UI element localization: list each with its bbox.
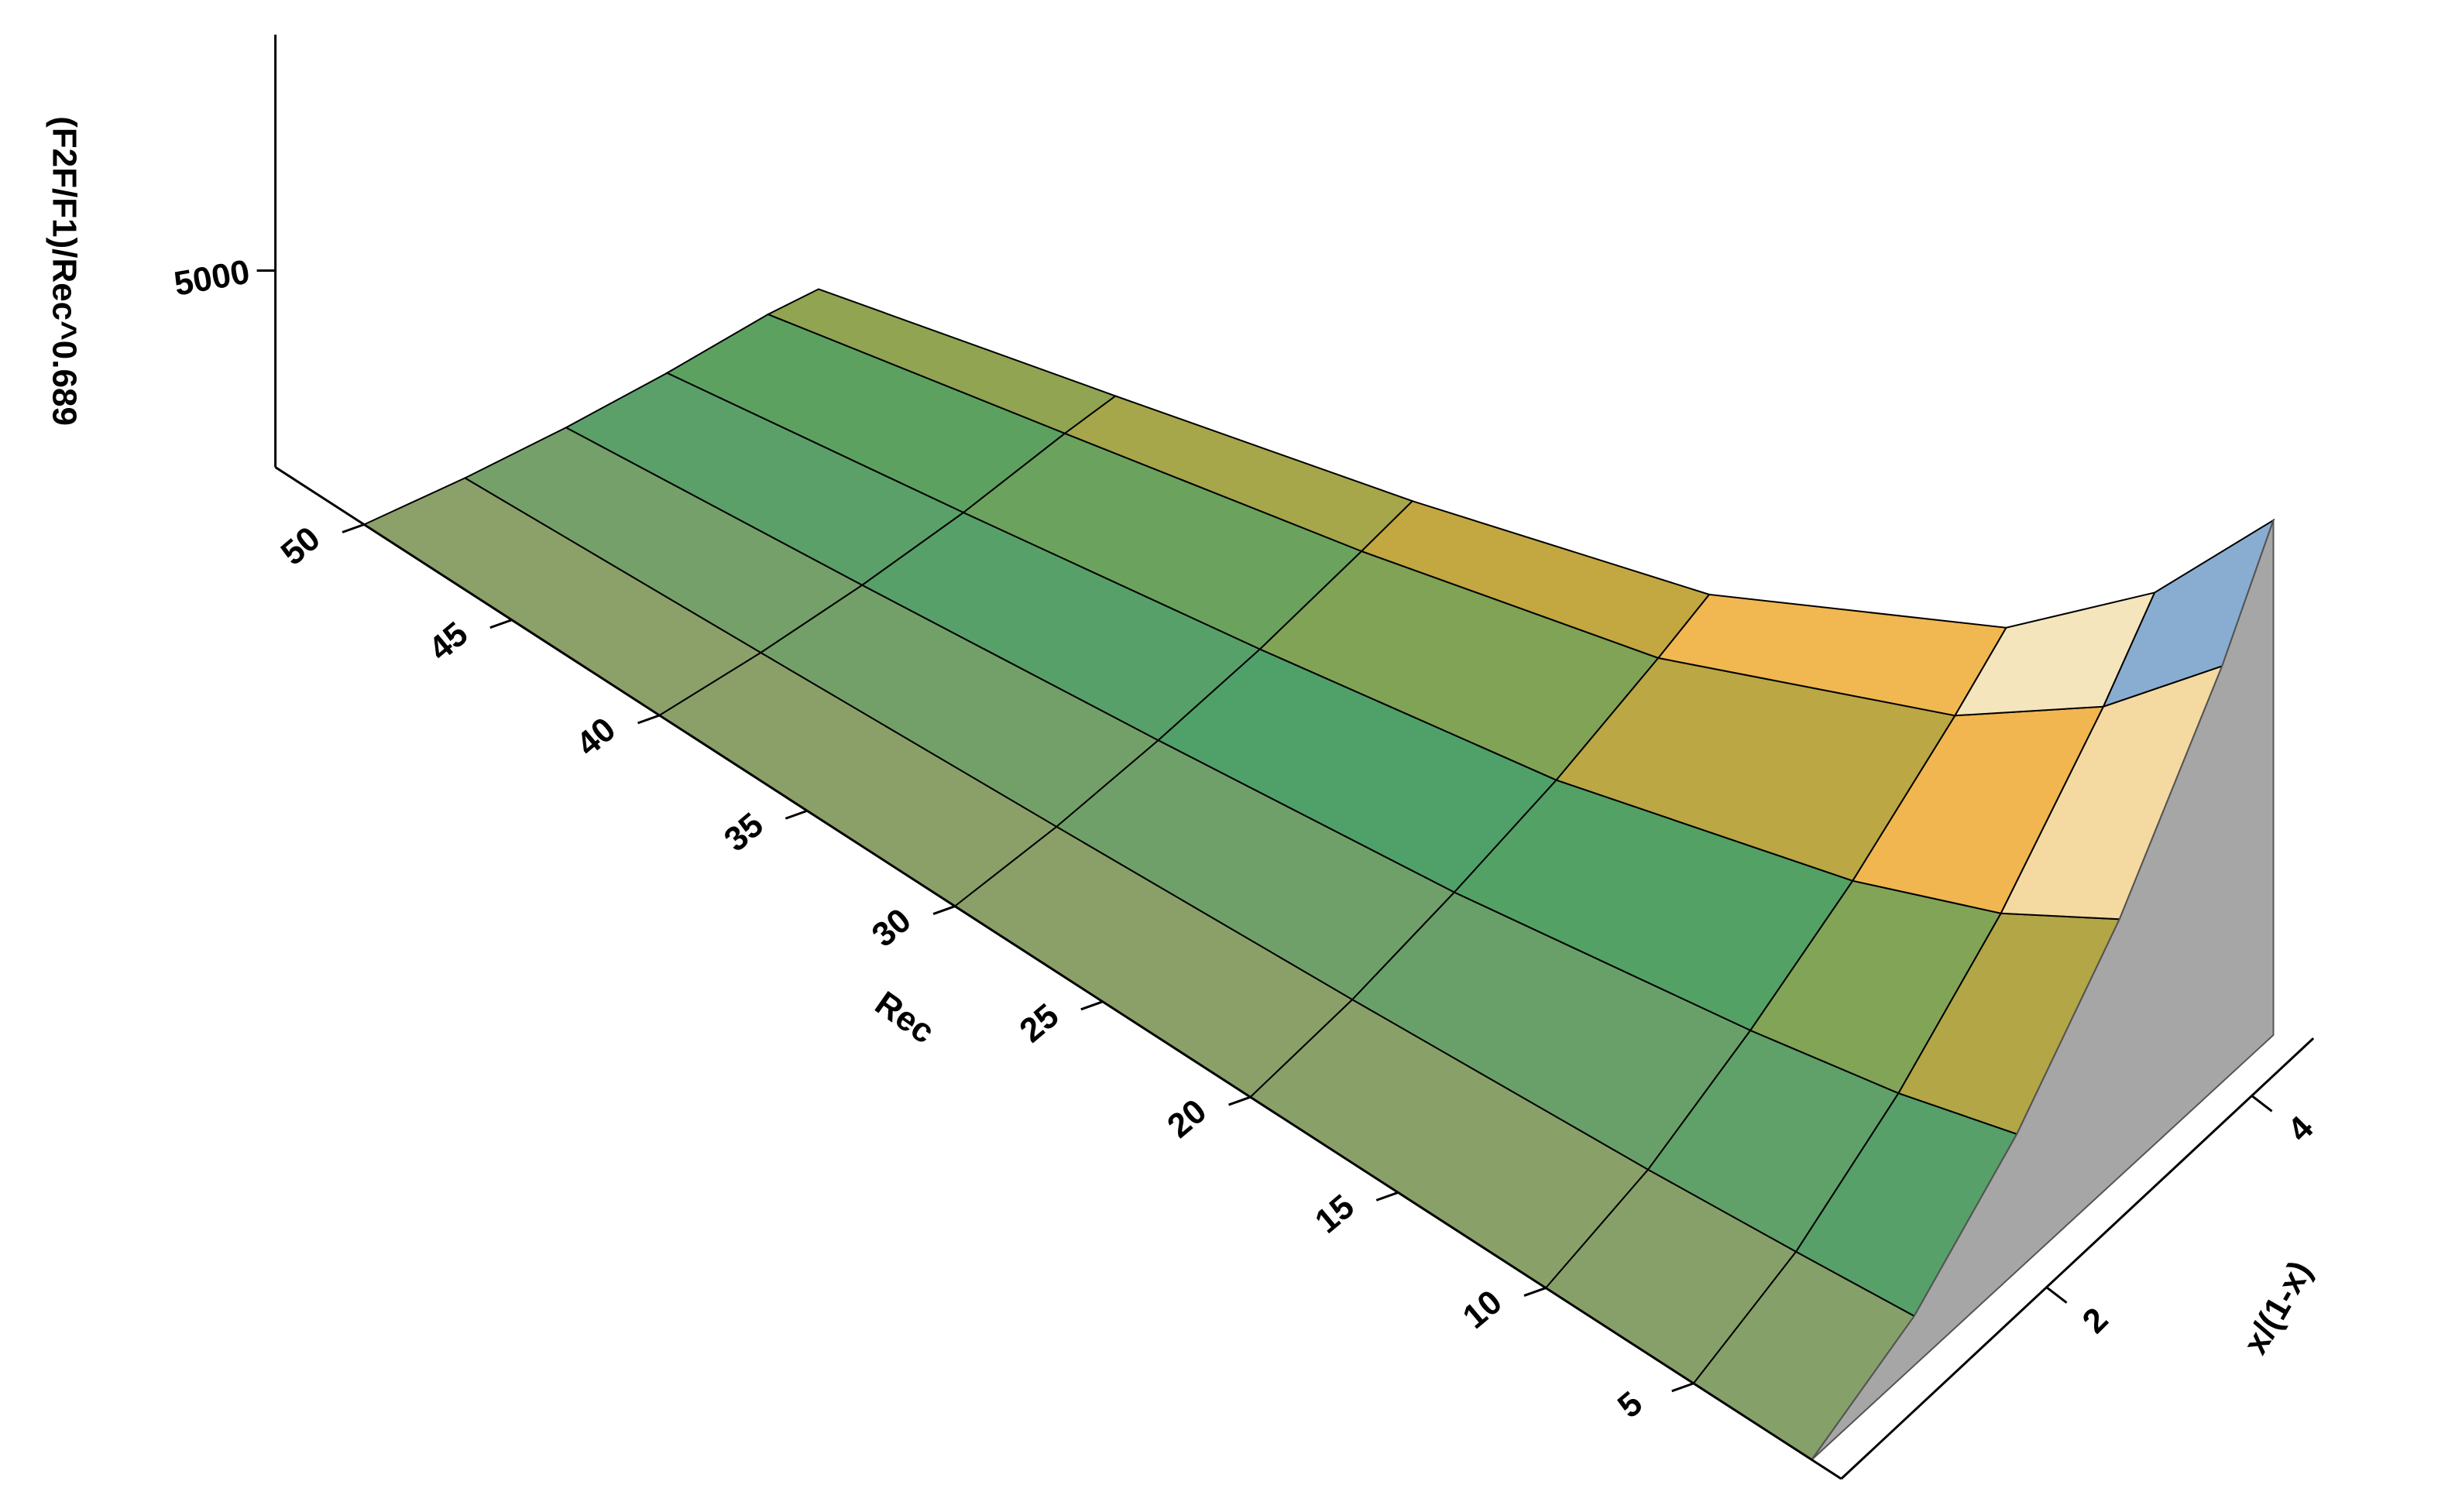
y-tick-label: 10	[1456, 1283, 1509, 1336]
y-tick-label: 25	[1012, 996, 1066, 1050]
y-tick-label: 50	[274, 519, 328, 573]
y-tick-label: 40	[569, 710, 623, 763]
x-tick	[2045, 1286, 2068, 1304]
y-tick	[637, 714, 661, 725]
x-tick-label: 2	[2076, 1301, 2116, 1341]
y-tick-label: 20	[1160, 1092, 1214, 1145]
y-tick	[785, 809, 808, 820]
y-tick	[1375, 1191, 1399, 1202]
y-axis-line	[274, 466, 1842, 1480]
x-tick	[2251, 1095, 2273, 1113]
y-tick-label: 30	[865, 901, 918, 955]
y-tick-label: 15	[1308, 1188, 1361, 1241]
z-tick-label: 5000	[171, 252, 252, 303]
y-tick	[1080, 1000, 1104, 1011]
y-tick	[489, 619, 513, 629]
y-tick-label: 5	[1611, 1384, 1650, 1425]
surface	[362, 288, 2275, 1461]
y-tick	[1671, 1382, 1694, 1393]
x-tick-label: 4	[2281, 1109, 2321, 1149]
y-tick-label: 45	[421, 615, 475, 668]
y-tick	[1523, 1287, 1547, 1298]
x-axis-title: x/(1-x)	[2237, 1254, 2319, 1360]
y-axis-title: Rec	[868, 984, 941, 1051]
x-axis-line	[1840, 1037, 2315, 1480]
y-tick	[342, 523, 365, 533]
z-axis-title: (F2F/F1)/Rec^0.689	[45, 116, 83, 426]
front-wall	[1811, 519, 2275, 1461]
y-tick	[932, 905, 956, 915]
y-tick-label: 35	[717, 806, 771, 859]
y-tick	[1228, 1095, 1252, 1106]
